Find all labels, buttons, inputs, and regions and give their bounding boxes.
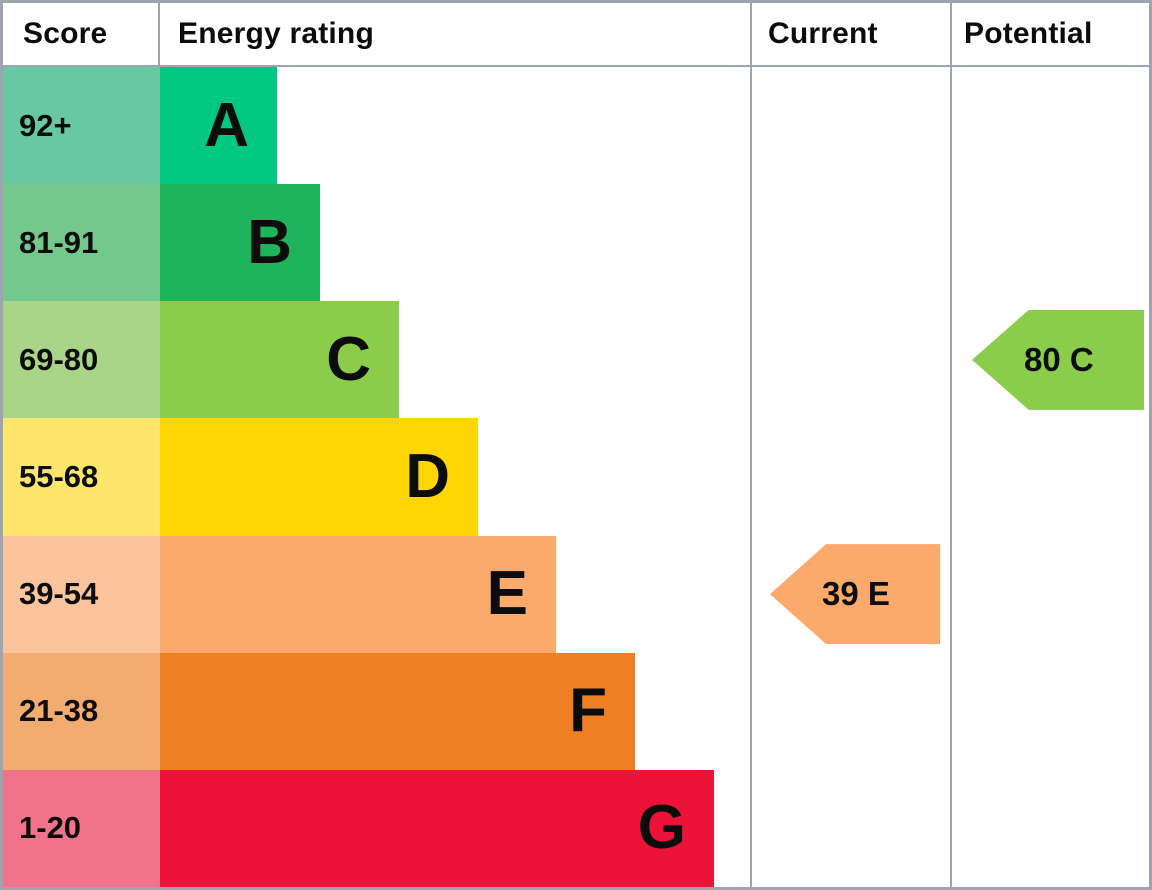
bar-track-d: D xyxy=(160,418,750,536)
potential-cell-a xyxy=(950,67,1149,185)
rating-bar-e: E xyxy=(160,535,556,653)
current-cell-e: 39 E xyxy=(750,535,950,653)
current-column-header: Current xyxy=(750,3,950,65)
band-row-f: 21-38 F xyxy=(3,652,1149,770)
score-range-c: 69-80 xyxy=(3,301,160,419)
bar-track-a: A xyxy=(160,67,750,185)
band-row-e: 39-54 E 39 E xyxy=(3,535,1149,653)
potential-cell-g xyxy=(950,769,1149,887)
current-cell-c xyxy=(750,301,950,419)
score-column-header: Score xyxy=(3,3,160,65)
score-range-f: 21-38 xyxy=(3,652,160,770)
score-range-g: 1-20 xyxy=(3,769,160,887)
current-rating-arrow: 39 E xyxy=(770,544,940,645)
potential-cell-c: 80 C xyxy=(950,301,1149,419)
band-row-g: 1-20 G xyxy=(3,769,1149,887)
current-cell-a xyxy=(750,67,950,185)
score-range-b: 81-91 xyxy=(3,184,160,302)
band-row-d: 55-68 D xyxy=(3,418,1149,536)
bar-track-b: B xyxy=(160,184,750,302)
bar-track-f: F xyxy=(160,652,750,770)
band-row-a: 92+ A xyxy=(3,67,1149,185)
potential-cell-d xyxy=(950,418,1149,536)
current-cell-b xyxy=(750,184,950,302)
potential-cell-f xyxy=(950,652,1149,770)
potential-column-header: Potential xyxy=(950,3,1149,65)
potential-rating-arrow: 80 C xyxy=(972,309,1144,410)
rating-bar-f: F xyxy=(160,652,635,770)
bar-track-g: G xyxy=(160,769,750,887)
rating-bar-g: G xyxy=(160,769,714,887)
bar-track-e: E xyxy=(160,535,750,653)
current-cell-g xyxy=(750,769,950,887)
rating-bar-b: B xyxy=(160,184,320,302)
rating-bar-d: D xyxy=(160,418,478,536)
current-rating-label: 39 E xyxy=(822,575,890,613)
band-row-c: 69-80 C 80 C xyxy=(3,301,1149,419)
potential-rating-label: 80 C xyxy=(1024,340,1094,378)
potential-cell-e xyxy=(950,535,1149,653)
current-cell-f xyxy=(750,652,950,770)
potential-cell-b xyxy=(950,184,1149,302)
score-range-d: 55-68 xyxy=(3,418,160,536)
rating-bar-a: A xyxy=(160,67,277,185)
score-range-a: 92+ xyxy=(3,67,160,185)
bar-track-c: C xyxy=(160,301,750,419)
chart-header-row: Score Energy rating Current Potential xyxy=(3,3,1149,67)
rating-bar-c: C xyxy=(160,301,399,419)
current-cell-d xyxy=(750,418,950,536)
band-row-b: 81-91 B xyxy=(3,184,1149,302)
energy-rating-column-header: Energy rating xyxy=(178,17,374,50)
score-range-e: 39-54 xyxy=(3,535,160,653)
